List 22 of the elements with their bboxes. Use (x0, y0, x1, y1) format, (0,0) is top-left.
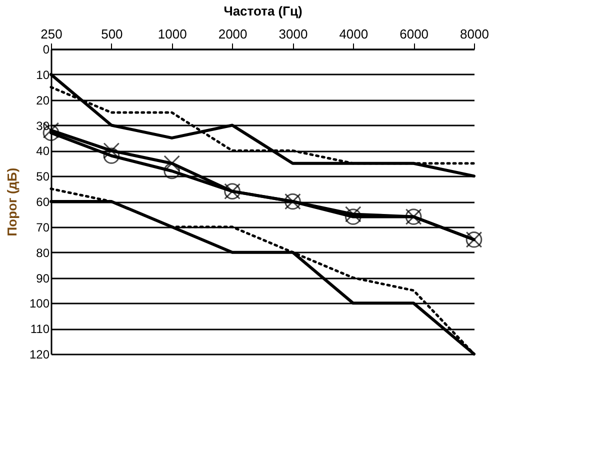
x-tick-label: 500 (101, 26, 123, 42)
x-tick-label: 4000 (339, 26, 368, 42)
y-tick-label: 60 (36, 195, 50, 209)
y-tick-label: 40 (36, 144, 50, 158)
x-tick-label: 250 (40, 26, 62, 42)
y-tick-label: 90 (36, 271, 50, 286)
y-axis-title: Порог (дБ) (4, 168, 20, 236)
y-tick-label: 110 (30, 322, 50, 336)
y-tick-label: 20 (36, 93, 50, 108)
y-tick-label: 80 (36, 246, 50, 260)
y-tick-label: 0 (42, 42, 50, 56)
x-axis-title: Частота (Гц) (224, 4, 302, 18)
y-tick-label: 10 (36, 68, 50, 82)
y-tick-label: 120 (29, 348, 50, 362)
x-tick-label: 1000 (158, 26, 187, 42)
x-tick-label: 8000 (460, 26, 489, 42)
x-tick-label: 3000 (278, 26, 308, 42)
y-tick-label: 50 (36, 170, 50, 184)
y-tick-label: 100 (29, 296, 50, 311)
x-tick-label: 2000 (218, 26, 248, 42)
y-tick-label: 70 (36, 220, 50, 234)
x-tick-label: 6000 (400, 26, 429, 42)
